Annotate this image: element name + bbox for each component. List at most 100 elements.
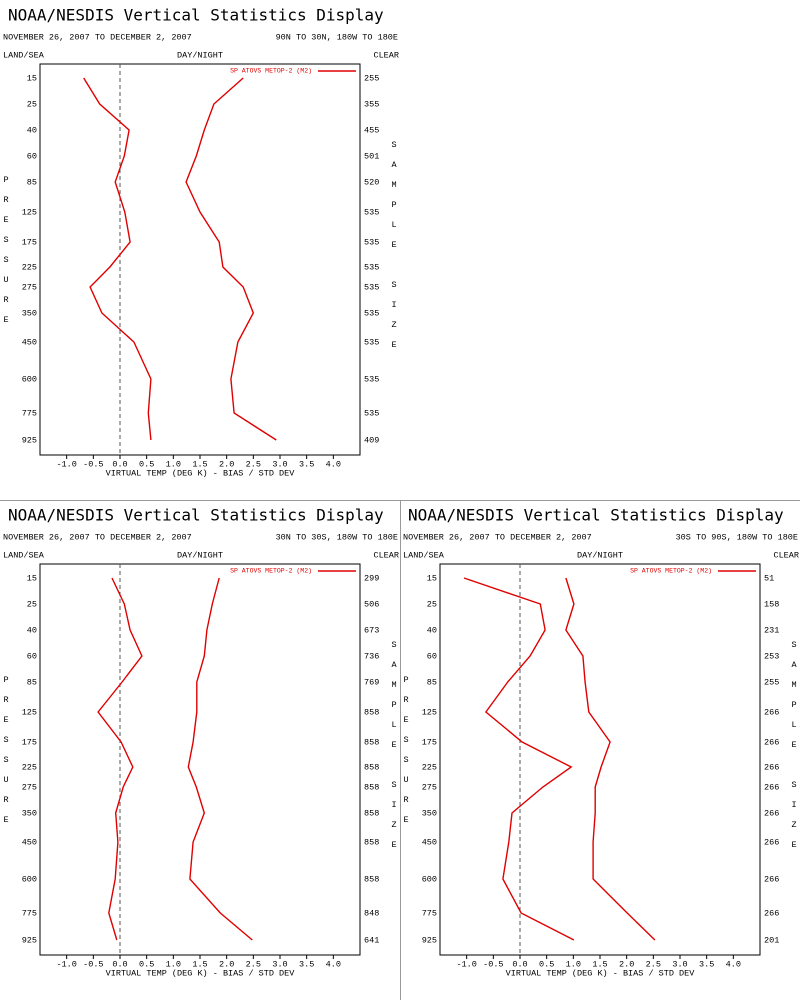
date-range: NOVEMBER 26, 2007 TO DECEMBER 2, 2007 <box>3 32 192 42</box>
x-tick-label: -0.5 <box>483 959 503 969</box>
x-tick-label: 3.5 <box>299 459 314 469</box>
sample-size: 158 <box>764 599 779 609</box>
region: 90N TO 30N, 180W TO 180E <box>276 32 398 42</box>
sample-size: 255 <box>364 73 379 83</box>
x-tick-label: 0.5 <box>139 959 154 969</box>
sample-size: 409 <box>364 435 379 445</box>
pressure-level: 60 <box>27 151 37 161</box>
pressure-level: 85 <box>427 677 437 687</box>
pressure-level: 775 <box>422 908 437 918</box>
sample-size: 201 <box>764 935 779 945</box>
sample-size: 858 <box>364 874 379 884</box>
sample-size: 769 <box>364 677 379 687</box>
sample-size: 255 <box>764 677 779 687</box>
x-tick-label: 3.5 <box>299 959 314 969</box>
land-sea-label: LAND/SEA <box>3 550 45 560</box>
pressure-level: 925 <box>22 935 37 945</box>
day-night-label: DAY/NIGHT <box>177 50 223 60</box>
pressure-level: 85 <box>27 177 37 187</box>
pressure-level: 125 <box>22 707 37 717</box>
sample-size: 520 <box>364 177 379 187</box>
pressure-level: 600 <box>22 874 37 884</box>
pressure-level: 450 <box>22 337 37 347</box>
x-tick-label: 0.0 <box>512 959 527 969</box>
bias-line <box>97 577 143 941</box>
plot-frame <box>439 563 761 956</box>
pressure-level: 275 <box>22 282 37 292</box>
sample-size: 535 <box>364 308 379 318</box>
y-axis-label: PRESSURE <box>1 675 11 835</box>
sample-size: 858 <box>364 837 379 847</box>
clear-label: CLEAR <box>373 550 399 560</box>
chart-title: NOAA/NESDIS Vertical Statistics Display <box>8 6 384 25</box>
x-tick-label: 2.0 <box>219 959 234 969</box>
pressure-level: 275 <box>422 782 437 792</box>
date-range: NOVEMBER 26, 2007 TO DECEMBER 2, 2007 <box>3 532 192 542</box>
legend-label: SP ATOVS METOP-2 (M2) <box>230 68 312 75</box>
pressure-level: 925 <box>422 935 437 945</box>
sample-size: 858 <box>364 808 379 818</box>
day-night-label: DAY/NIGHT <box>577 550 623 560</box>
sample-size: 673 <box>364 625 379 635</box>
panel: NOAA/NESDIS Vertical Statistics Display N… <box>1 506 399 979</box>
chart-title: NOAA/NESDIS Vertical Statistics Display <box>408 506 784 525</box>
day-night-label: DAY/NIGHT <box>177 550 223 560</box>
y-axis-label: PRESSURE <box>1 175 11 335</box>
clear-label: CLEAR <box>773 550 799 560</box>
y2-axis-label: SAMPLE SIZE <box>389 140 399 360</box>
x-tick-label: 0.5 <box>139 459 154 469</box>
pressure-level: 275 <box>22 782 37 792</box>
x-tick-label: 3.5 <box>699 959 714 969</box>
x-tick-label: -0.5 <box>83 459 103 469</box>
pressure-level: 25 <box>427 599 437 609</box>
region: 30N TO 30S, 180W TO 180E <box>276 532 398 542</box>
sample-size: 253 <box>764 651 779 661</box>
x-tick-label: 1.5 <box>192 959 207 969</box>
sample-size: 266 <box>764 782 779 792</box>
pressure-level: 25 <box>27 99 37 109</box>
x-tick-label: 4.0 <box>326 959 341 969</box>
pressure-level: 40 <box>427 625 437 635</box>
pressure-level: 600 <box>422 874 437 884</box>
x-tick-label: 1.5 <box>192 459 207 469</box>
pressure-level: 125 <box>22 207 37 217</box>
x-tick-label: 4.0 <box>726 959 741 969</box>
sample-size: 266 <box>764 874 779 884</box>
x-axis-label: VIRTUAL TEMP (DEG K) - BIAS / STD DEV <box>106 968 296 978</box>
pressure-level: 225 <box>422 762 437 772</box>
legend-label: SP ATOVS METOP-2 (M2) <box>230 568 312 575</box>
sample-size: 299 <box>364 573 379 583</box>
pressure-level: 25 <box>27 599 37 609</box>
x-axis-label: VIRTUAL TEMP (DEG K) - BIAS / STD DEV <box>506 968 696 978</box>
x-tick-label: 1.0 <box>566 959 581 969</box>
pressure-level: 40 <box>27 125 37 135</box>
pressure-level: 600 <box>22 374 37 384</box>
plot-frame <box>39 63 361 456</box>
x-tick-label: 3.0 <box>272 459 287 469</box>
sample-size: 535 <box>364 262 379 272</box>
x-tick-label: 3.0 <box>672 959 687 969</box>
x-tick-label: 2.5 <box>246 959 261 969</box>
x-axis-label: VIRTUAL TEMP (DEG K) - BIAS / STD DEV <box>106 468 296 478</box>
sample-size: 858 <box>364 762 379 772</box>
y2-axis-label: SAMPLE SIZE <box>389 640 399 860</box>
sample-size: 266 <box>764 908 779 918</box>
pressure-level: 350 <box>422 808 437 818</box>
pressure-level: 775 <box>22 408 37 418</box>
x-tick-label: 2.5 <box>646 959 661 969</box>
pressure-level: 450 <box>22 837 37 847</box>
sample-size: 266 <box>764 737 779 747</box>
x-tick-label: 0.5 <box>539 959 554 969</box>
pressure-level: 15 <box>27 573 37 583</box>
pressure-level: 125 <box>422 707 437 717</box>
pressure-level: 60 <box>427 651 437 661</box>
pressure-level: 175 <box>22 737 37 747</box>
x-tick-label: 1.0 <box>166 459 181 469</box>
pressure-level: 15 <box>27 73 37 83</box>
plot-frame <box>39 563 361 956</box>
panel: NOAA/NESDIS Vertical Statistics Display N… <box>1 6 399 479</box>
x-tick-label: 4.0 <box>326 459 341 469</box>
pressure-level: 60 <box>27 651 37 661</box>
